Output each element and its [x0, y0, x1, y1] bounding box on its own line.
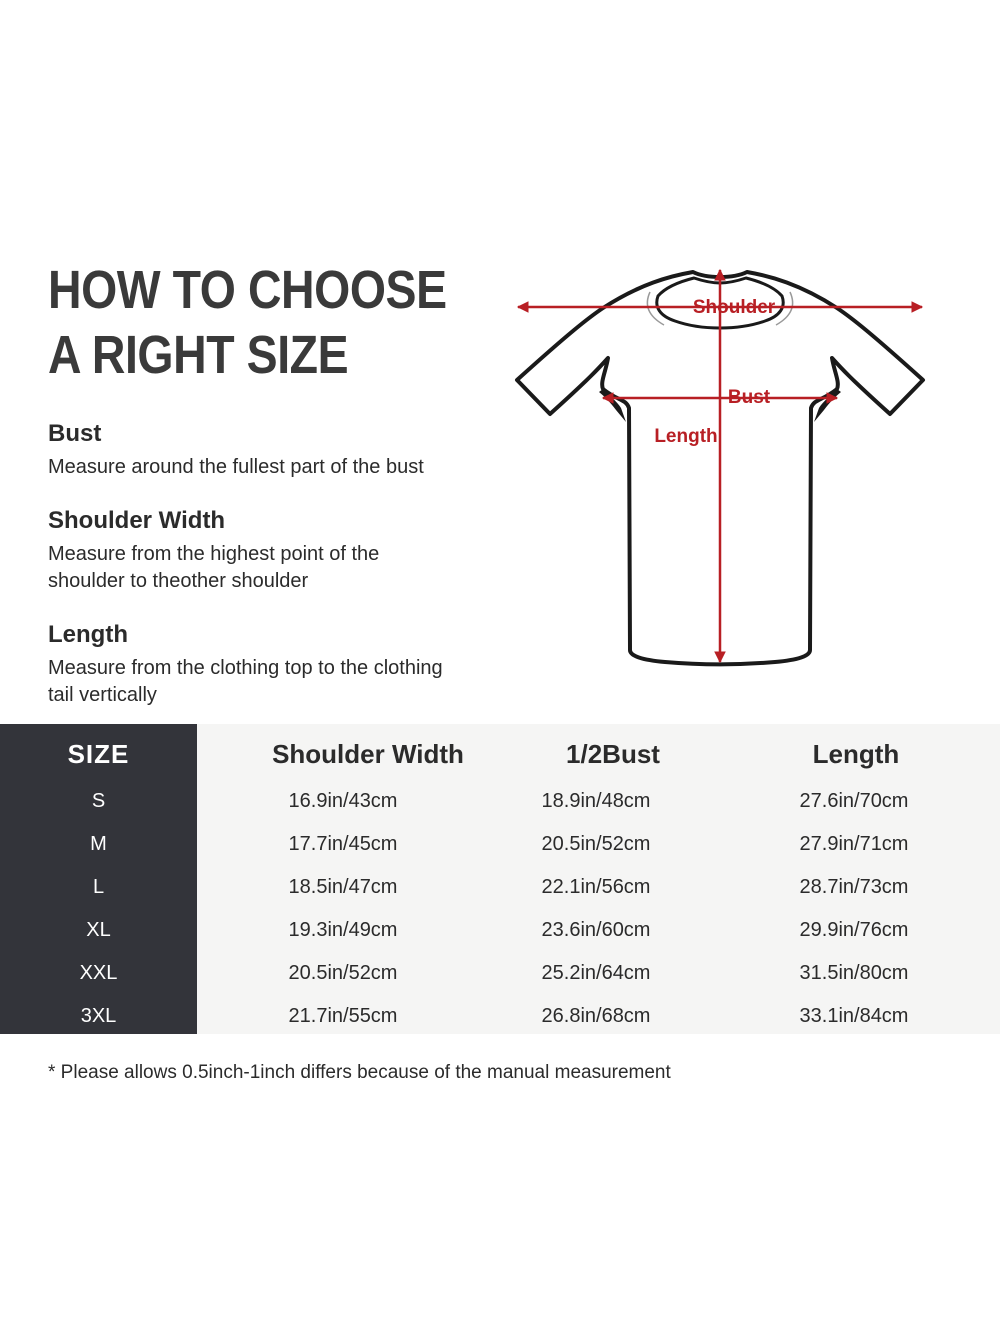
svg-text:Bust: Bust [728, 387, 771, 408]
svg-text:Shoulder: Shoulder [693, 297, 776, 318]
svg-text:Length: Length [654, 426, 717, 447]
